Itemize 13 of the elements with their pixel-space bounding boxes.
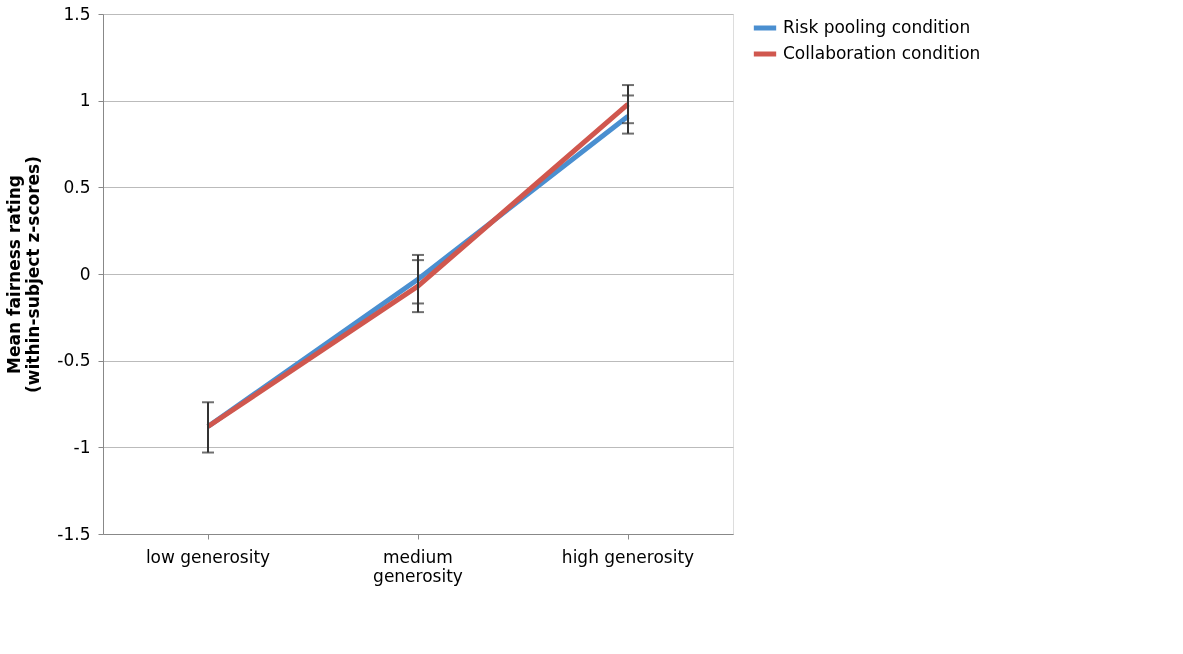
x-tick-label: low generosity <box>145 546 271 567</box>
y-axis-title: Mean fairness rating (within-subject z-scores) <box>4 155 44 394</box>
y-tick-label: 1 <box>79 90 91 111</box>
x-tick-label: high generosity <box>561 546 695 567</box>
y-tick-label: 0 <box>79 263 91 284</box>
y-tick-label: 1.5 <box>63 3 91 24</box>
legend-label: Collaboration condition <box>783 43 981 63</box>
y-tick-label: 0.5 <box>63 176 91 197</box>
y-tick-label: -1.5 <box>57 523 91 544</box>
legend-label: Risk pooling condition <box>783 17 971 37</box>
y-tick-label: -0.5 <box>57 350 91 371</box>
x-tick-label: medium generosity <box>373 546 463 586</box>
y-tick-label: -1 <box>73 436 91 457</box>
